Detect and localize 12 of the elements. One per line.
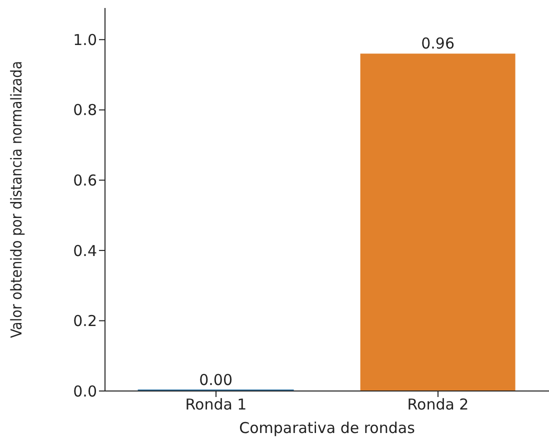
x-axis-title: Comparativa de rondas — [239, 419, 416, 437]
y-tick-label: 0.8 — [73, 101, 97, 120]
y-axis-title: Valor obtenido por distancia normalizada — [7, 60, 26, 338]
y-tick-label: 1.0 — [73, 30, 97, 49]
y-tick-label: 0.4 — [73, 242, 97, 260]
y-tick-label: 0.0 — [73, 382, 97, 400]
data-label: 0.00 — [199, 371, 233, 389]
y-tick-label: 0.6 — [73, 172, 97, 190]
x-tick-label: Ronda 1 — [185, 396, 247, 414]
x-tick-label: Ronda 2 — [407, 396, 469, 414]
y-tick-label: 0.2 — [73, 312, 97, 330]
data-label: 0.96 — [421, 34, 455, 53]
